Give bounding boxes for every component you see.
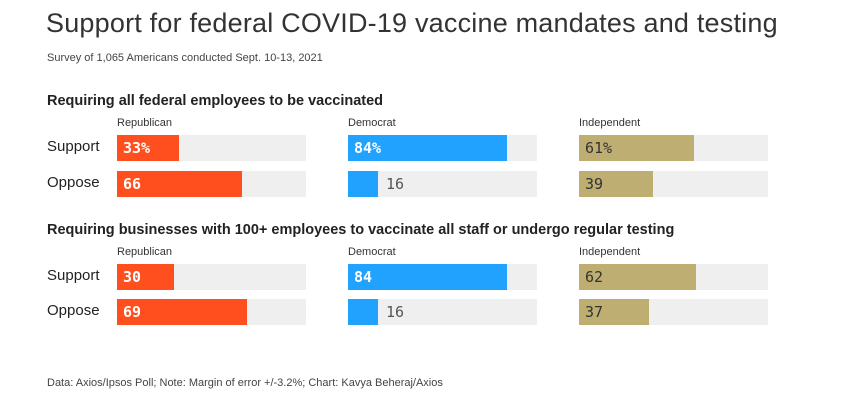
bar-democrat-support	[348, 135, 507, 161]
bar-track: 84%	[348, 135, 537, 161]
bar-republican-oppose	[117, 171, 242, 197]
party-label-democrat: Democrat	[348, 246, 396, 258]
bar-republican-support	[117, 264, 174, 290]
bar-track: 61%	[579, 135, 768, 161]
data-label: 84%	[354, 139, 382, 157]
bar-independent-support	[579, 264, 696, 290]
bar-republican-oppose	[117, 299, 247, 325]
data-label: 16	[386, 303, 405, 321]
bar-republican-support	[117, 135, 179, 161]
row-label-oppose: Oppose	[47, 174, 100, 191]
party-label-independent: Independent	[579, 117, 641, 129]
party-label-democrat: Democrat	[348, 117, 396, 129]
party-label-republican: Republican	[117, 117, 173, 129]
bar-democrat-support	[348, 264, 507, 290]
data-label: 66	[123, 175, 142, 193]
bar-independent-oppose	[579, 171, 653, 197]
party-label-independent: Independent	[579, 246, 641, 258]
party-label-republican: Republican	[117, 246, 173, 258]
data-label: 39	[585, 175, 604, 193]
bar-democrat-oppose	[348, 171, 378, 197]
data-label: 30	[123, 268, 142, 286]
bar-track: 16	[348, 299, 537, 325]
data-label: 61%	[585, 139, 613, 157]
row-label-support: Support	[47, 267, 100, 284]
row-label-support: Support	[47, 138, 100, 155]
panel-title: Requiring businesses with 100+ employees…	[47, 222, 675, 238]
data-label: 69	[123, 303, 142, 321]
data-label: 62	[585, 268, 604, 286]
row-label-oppose: Oppose	[47, 302, 100, 319]
data-label: 16	[386, 175, 405, 193]
bar-independent-oppose	[579, 299, 649, 325]
bar-track: 33%	[117, 135, 306, 161]
bar-democrat-oppose	[348, 299, 378, 325]
panel-title: Requiring all federal employees to be va…	[47, 93, 384, 109]
bar-track: 37	[579, 299, 768, 325]
bar-track: 62	[579, 264, 768, 290]
bar-track: 84	[348, 264, 537, 290]
bar-track: 39	[579, 171, 768, 197]
bar-track: 69	[117, 299, 306, 325]
bar-independent-support	[579, 135, 694, 161]
data-label: 33%	[123, 139, 151, 157]
chart-footer: Data: Axios/Ipsos Poll; Note: Margin of …	[47, 377, 443, 389]
data-label: 37	[585, 303, 604, 321]
data-label: 84	[354, 268, 373, 286]
bar-track: 16	[348, 171, 537, 197]
chart-subtitle: Survey of 1,065 Americans conducted Sept…	[47, 52, 323, 64]
bar-track: 30	[117, 264, 306, 290]
bar-track: 66	[117, 171, 306, 197]
chart-title: Support for federal COVID-19 vaccine man…	[46, 8, 778, 38]
